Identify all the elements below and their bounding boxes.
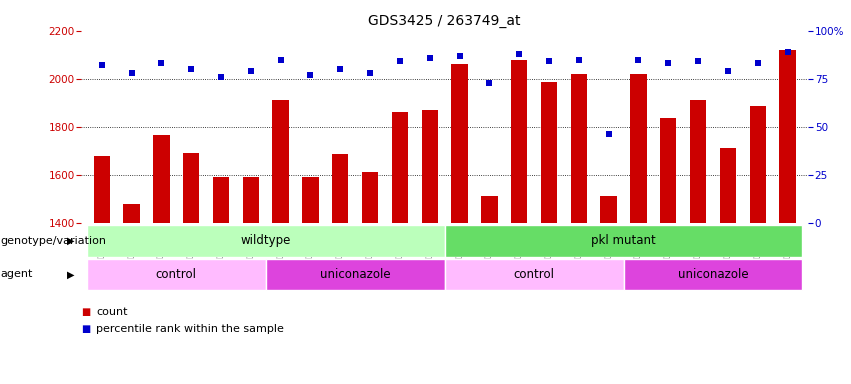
- Point: [691, 58, 705, 65]
- Point: [95, 62, 109, 68]
- Bar: [541, 82, 557, 223]
- Text: control: control: [514, 268, 555, 281]
- Point: [780, 49, 794, 55]
- Bar: [332, 154, 348, 223]
- Point: [214, 74, 228, 80]
- Bar: [94, 156, 110, 223]
- Bar: [421, 110, 438, 223]
- Bar: [243, 177, 259, 223]
- Point: [185, 66, 198, 72]
- Point: [751, 60, 764, 66]
- Bar: [444, 225, 802, 257]
- Bar: [391, 113, 408, 223]
- Bar: [444, 259, 624, 290]
- Text: percentile rank within the sample: percentile rank within the sample: [96, 324, 284, 334]
- Point: [304, 72, 317, 78]
- Point: [125, 70, 139, 76]
- Bar: [362, 172, 379, 223]
- Point: [453, 53, 466, 59]
- Point: [572, 56, 585, 63]
- Bar: [272, 100, 288, 223]
- Point: [483, 79, 496, 86]
- Point: [363, 70, 377, 76]
- Text: count: count: [96, 307, 128, 317]
- Bar: [153, 135, 169, 223]
- Point: [721, 68, 734, 74]
- Bar: [266, 259, 444, 290]
- Text: control: control: [156, 268, 197, 281]
- Bar: [183, 153, 199, 223]
- Text: uniconazole: uniconazole: [320, 268, 391, 281]
- Title: GDS3425 / 263749_at: GDS3425 / 263749_at: [368, 14, 521, 28]
- Text: ▶: ▶: [66, 236, 74, 246]
- Text: ■: ■: [81, 307, 90, 317]
- Bar: [571, 74, 587, 223]
- Point: [244, 68, 258, 74]
- Text: agent: agent: [0, 269, 32, 280]
- Bar: [481, 196, 498, 223]
- Point: [155, 60, 168, 66]
- Text: genotype/variation: genotype/variation: [0, 236, 106, 246]
- Bar: [624, 259, 802, 290]
- Text: ▶: ▶: [66, 269, 74, 280]
- Text: uniconazole: uniconazole: [677, 268, 748, 281]
- Bar: [213, 177, 229, 223]
- Bar: [601, 196, 617, 223]
- Bar: [690, 100, 706, 223]
- Bar: [451, 65, 468, 223]
- Point: [602, 131, 615, 137]
- Text: pkl mutant: pkl mutant: [591, 235, 656, 247]
- Bar: [87, 225, 445, 257]
- Bar: [720, 148, 736, 223]
- Bar: [511, 60, 528, 223]
- Bar: [302, 177, 318, 223]
- Point: [423, 55, 437, 61]
- Text: wildtype: wildtype: [241, 235, 291, 247]
- Point: [334, 66, 347, 72]
- Point: [631, 56, 645, 63]
- Point: [512, 51, 526, 57]
- Point: [661, 60, 675, 66]
- Bar: [660, 118, 677, 223]
- Bar: [87, 259, 266, 290]
- Text: ■: ■: [81, 324, 90, 334]
- Bar: [123, 204, 140, 223]
- Point: [274, 56, 288, 63]
- Bar: [631, 74, 647, 223]
- Point: [393, 58, 407, 65]
- Bar: [750, 106, 766, 223]
- Bar: [780, 50, 796, 223]
- Point: [542, 58, 556, 65]
